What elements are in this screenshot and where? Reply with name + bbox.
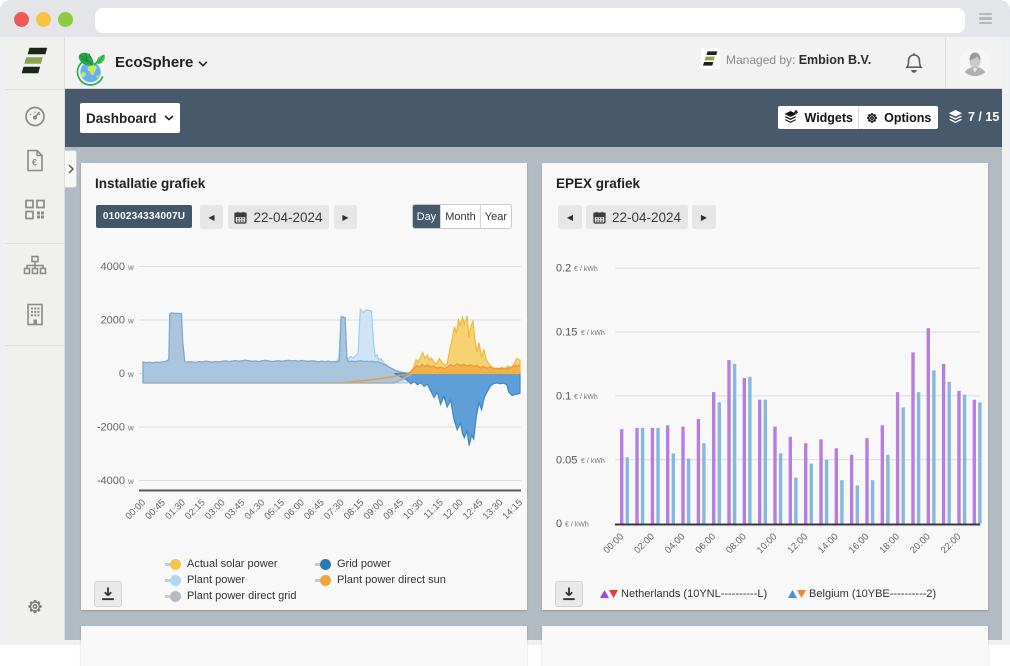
svg-text:w: w [127, 424, 134, 433]
svg-text:10:00: 10:00 [755, 531, 780, 556]
svg-text:05:15: 05:15 [262, 497, 287, 522]
svg-text:€ / kWh: € / kWh [574, 394, 598, 401]
svg-text:€ / kWh: € / kWh [581, 458, 605, 465]
svg-text:€ / kWh: € / kWh [574, 266, 598, 273]
svg-text:14:15: 14:15 [501, 497, 526, 522]
svg-text:02:00: 02:00 [632, 531, 657, 556]
svg-text:03:00: 03:00 [203, 497, 228, 522]
svg-text:13:30: 13:30 [481, 497, 506, 522]
svg-text:12:00: 12:00 [441, 497, 466, 522]
svg-text:00:45: 00:45 [143, 497, 168, 522]
svg-text:w: w [127, 477, 134, 486]
svg-text:w: w [127, 263, 134, 272]
svg-text:-2000: -2000 [97, 422, 125, 434]
svg-text:06:00: 06:00 [282, 497, 307, 522]
svg-text:09:00: 09:00 [362, 497, 387, 522]
svg-text:0: 0 [556, 518, 562, 530]
svg-text:€: € [32, 158, 37, 168]
svg-text:€ / kWh: € / kWh [565, 522, 589, 529]
svg-text:02:15: 02:15 [183, 497, 208, 522]
svg-text:03:45: 03:45 [223, 497, 248, 522]
svg-text:09:45: 09:45 [381, 497, 406, 522]
svg-text:0.05: 0.05 [556, 454, 577, 466]
svg-text:06:45: 06:45 [302, 497, 327, 522]
svg-text:0.1: 0.1 [556, 390, 571, 402]
svg-text:07:30: 07:30 [322, 497, 347, 522]
svg-text:0: 0 [119, 368, 125, 380]
svg-text:04:00: 04:00 [663, 531, 688, 556]
svg-text:22:00: 22:00 [939, 531, 964, 556]
svg-text:14:00: 14:00 [816, 531, 841, 556]
svg-text:08:00: 08:00 [724, 531, 749, 556]
svg-text:-4000: -4000 [97, 475, 125, 487]
svg-text:w: w [127, 317, 134, 326]
svg-text:12:00: 12:00 [786, 531, 811, 556]
svg-text:0.2: 0.2 [556, 263, 571, 275]
svg-text:12:45: 12:45 [461, 497, 486, 522]
svg-text:0.15: 0.15 [556, 327, 577, 339]
svg-text:06:00: 06:00 [694, 531, 719, 556]
svg-text:08:15: 08:15 [342, 497, 367, 522]
svg-text:20:00: 20:00 [908, 531, 933, 556]
svg-text:18:00: 18:00 [877, 531, 902, 556]
svg-text:w: w [127, 370, 134, 379]
svg-text:€ / kWh: € / kWh [581, 330, 605, 337]
svg-text:2000: 2000 [101, 315, 125, 327]
svg-text:04:30: 04:30 [243, 497, 268, 522]
svg-text:00:00: 00:00 [124, 497, 149, 522]
svg-text:11:15: 11:15 [422, 497, 446, 521]
svg-text:10:30: 10:30 [401, 497, 426, 522]
svg-text:00:00: 00:00 [602, 531, 627, 556]
svg-text:4000: 4000 [101, 261, 125, 273]
svg-text:16:00: 16:00 [847, 531, 872, 556]
svg-text:01:30: 01:30 [163, 497, 188, 522]
